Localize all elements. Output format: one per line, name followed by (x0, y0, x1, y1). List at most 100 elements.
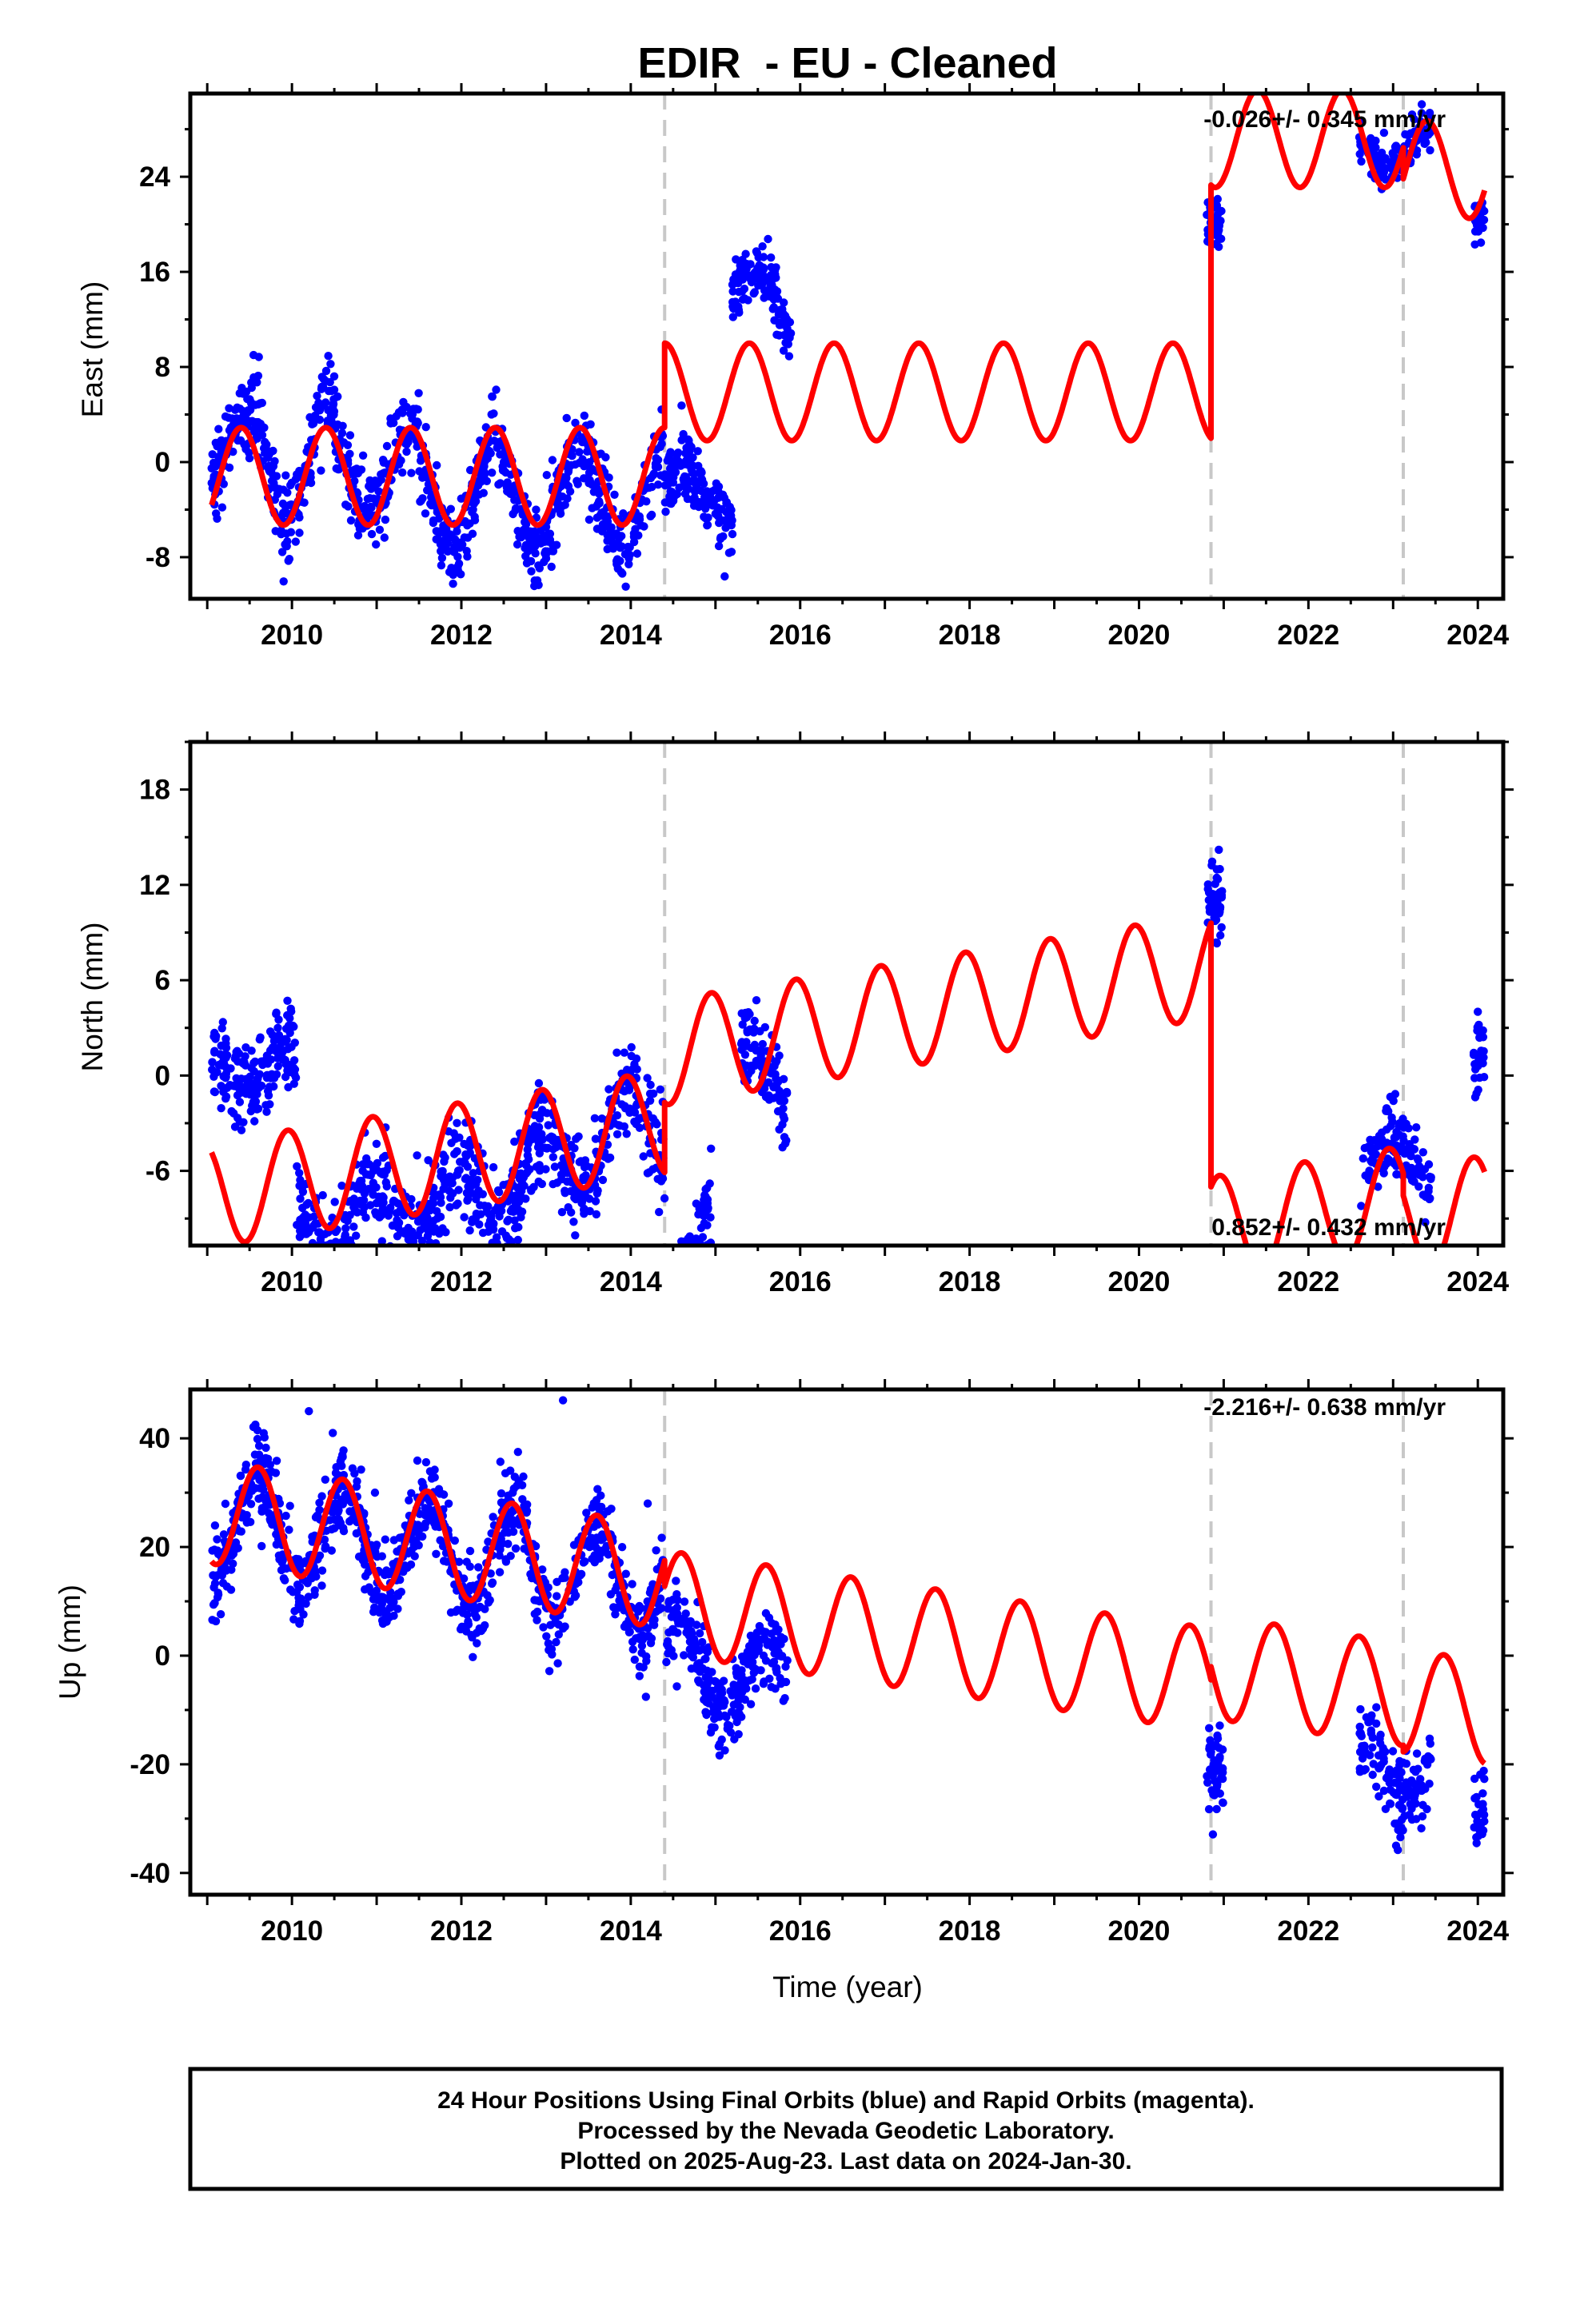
north-xtick-label-2024: 2024 (1446, 1266, 1509, 1298)
north-data-point-951 (541, 1165, 550, 1174)
east-data-point-264 (253, 434, 261, 443)
east-data-point-577 (429, 518, 438, 528)
east-data-point-904 (624, 560, 633, 568)
north-data-point-384 (361, 1213, 370, 1222)
north-data-point-336 (417, 1236, 427, 1246)
east-data-point-207 (321, 398, 330, 407)
north-data-point-486 (445, 1172, 454, 1181)
north-data-point-496 (388, 1221, 397, 1230)
up-data-point-1256 (1372, 1703, 1381, 1712)
north-data-point-411 (296, 1175, 305, 1185)
east-data-point-1094 (686, 460, 695, 468)
north-data-point-900 (473, 1175, 482, 1185)
north-data-point-188 (251, 1098, 260, 1106)
up-data-point-526 (208, 1546, 217, 1555)
east-data-point-257 (315, 415, 325, 425)
east-data-point-628 (441, 545, 450, 555)
up-data-point-1126 (761, 1628, 770, 1636)
up-data-point-949 (655, 1605, 664, 1614)
up-data-point-1235 (1219, 1798, 1227, 1807)
up-data-point-377 (544, 1639, 553, 1648)
up-data-point-232 (607, 1505, 616, 1513)
east-data-point-565 (437, 553, 447, 563)
up-data-point-694 (611, 1610, 620, 1619)
east-data-point-945 (530, 576, 539, 585)
north-data-point-1202 (750, 1040, 760, 1050)
east-data-point-69 (219, 480, 228, 488)
up-data-point-919 (469, 1652, 477, 1661)
north-data-point-1229 (760, 1084, 769, 1093)
up-data-point-1071 (748, 1675, 756, 1684)
up-data-point-806 (226, 1585, 236, 1594)
up-data-point-1176 (769, 1657, 779, 1666)
east-data-point-185 (285, 555, 294, 564)
east-ylabel: East (mm) (76, 281, 109, 418)
east-data-point-930 (612, 555, 622, 564)
north-data-point-1061 (684, 1234, 692, 1243)
east-data-point-1053 (660, 470, 669, 479)
north-data-point-959 (489, 1222, 497, 1231)
north-data-point-879 (577, 1197, 587, 1206)
up-data-point-1098 (732, 1717, 741, 1727)
east-data-point-619 (445, 568, 454, 576)
east-xtick-label-2014: 2014 (600, 620, 662, 651)
up-data-point-631 (267, 1467, 277, 1477)
north-data-point-1427 (1475, 1033, 1484, 1042)
north-data-point-516 (372, 1198, 381, 1208)
east-data-point-357 (353, 531, 363, 540)
north-data-point-937 (622, 1130, 631, 1138)
up-xtick-label-2024: 2024 (1446, 1915, 1509, 1947)
east-data-point-1041 (666, 448, 675, 456)
up-data-point-712 (488, 1579, 497, 1589)
north-data-point-917 (537, 1109, 545, 1118)
north-data-point-914 (570, 1144, 579, 1153)
east-data-point-110 (295, 528, 304, 537)
east-data-point-933 (513, 540, 522, 549)
up-data-point-1094 (680, 1597, 689, 1606)
up-data-point-1122 (717, 1688, 726, 1697)
east-data-point-1273 (1217, 234, 1226, 243)
up-data-point-940 (259, 1429, 268, 1437)
north-data-point-127 (274, 1015, 283, 1024)
east-data-point-1234 (742, 265, 751, 273)
east-data-point-1238 (752, 269, 762, 278)
east-data-point-443 (382, 441, 392, 451)
up-data-point-1208 (767, 1683, 776, 1692)
east-panel: 2010 2012 2014 2016 2018 2020 2022 2024 -8 0 8 16 24… (76, 83, 1514, 651)
up-data-point-465 (253, 1425, 262, 1435)
north-data-point-639 (592, 1210, 600, 1219)
east-data-point-1217 (784, 328, 792, 337)
up-data-point-1064 (701, 1708, 710, 1716)
east-data-point-1038 (689, 501, 699, 510)
north-data-point-1414 (1398, 1132, 1407, 1141)
east-data-point-209 (314, 398, 323, 408)
east-data-point-1236 (776, 319, 786, 329)
north-data-point-1426 (1479, 1073, 1489, 1082)
up-data-point-646 (310, 1586, 319, 1595)
north-data-point-715 (534, 1177, 543, 1186)
up-data-point-367 (208, 1616, 217, 1624)
up-data-point-132 (450, 1536, 459, 1545)
up-data-point-881 (209, 1571, 217, 1580)
east-ytick-label-24: 24 (139, 161, 170, 193)
north-data-point-1054 (701, 1210, 710, 1220)
north-ytick-label--6: -6 (146, 1156, 170, 1187)
north-data-point-931 (511, 1191, 521, 1200)
north-data-point-489 (318, 1190, 327, 1200)
north-data-point-233 (330, 1198, 339, 1206)
up-data-point-1145 (711, 1705, 720, 1715)
up-data-point-807 (465, 1546, 475, 1556)
east-xtick-label-2018: 2018 (939, 620, 1001, 651)
east-data-point-1075 (728, 529, 737, 539)
up-data-point-1192 (746, 1631, 756, 1640)
north-data-point-815 (534, 1078, 544, 1088)
up-data-point-1393 (1400, 1812, 1409, 1820)
up-outlier-point-0 (305, 1406, 313, 1416)
north-data-point-378 (365, 1160, 373, 1169)
north-ytick-label-18: 18 (139, 775, 170, 806)
north-data-point-557 (627, 1042, 636, 1052)
up-data-point-1154 (781, 1662, 790, 1671)
north-data-point-1024 (703, 1198, 712, 1208)
east-data-point-299 (375, 525, 385, 534)
